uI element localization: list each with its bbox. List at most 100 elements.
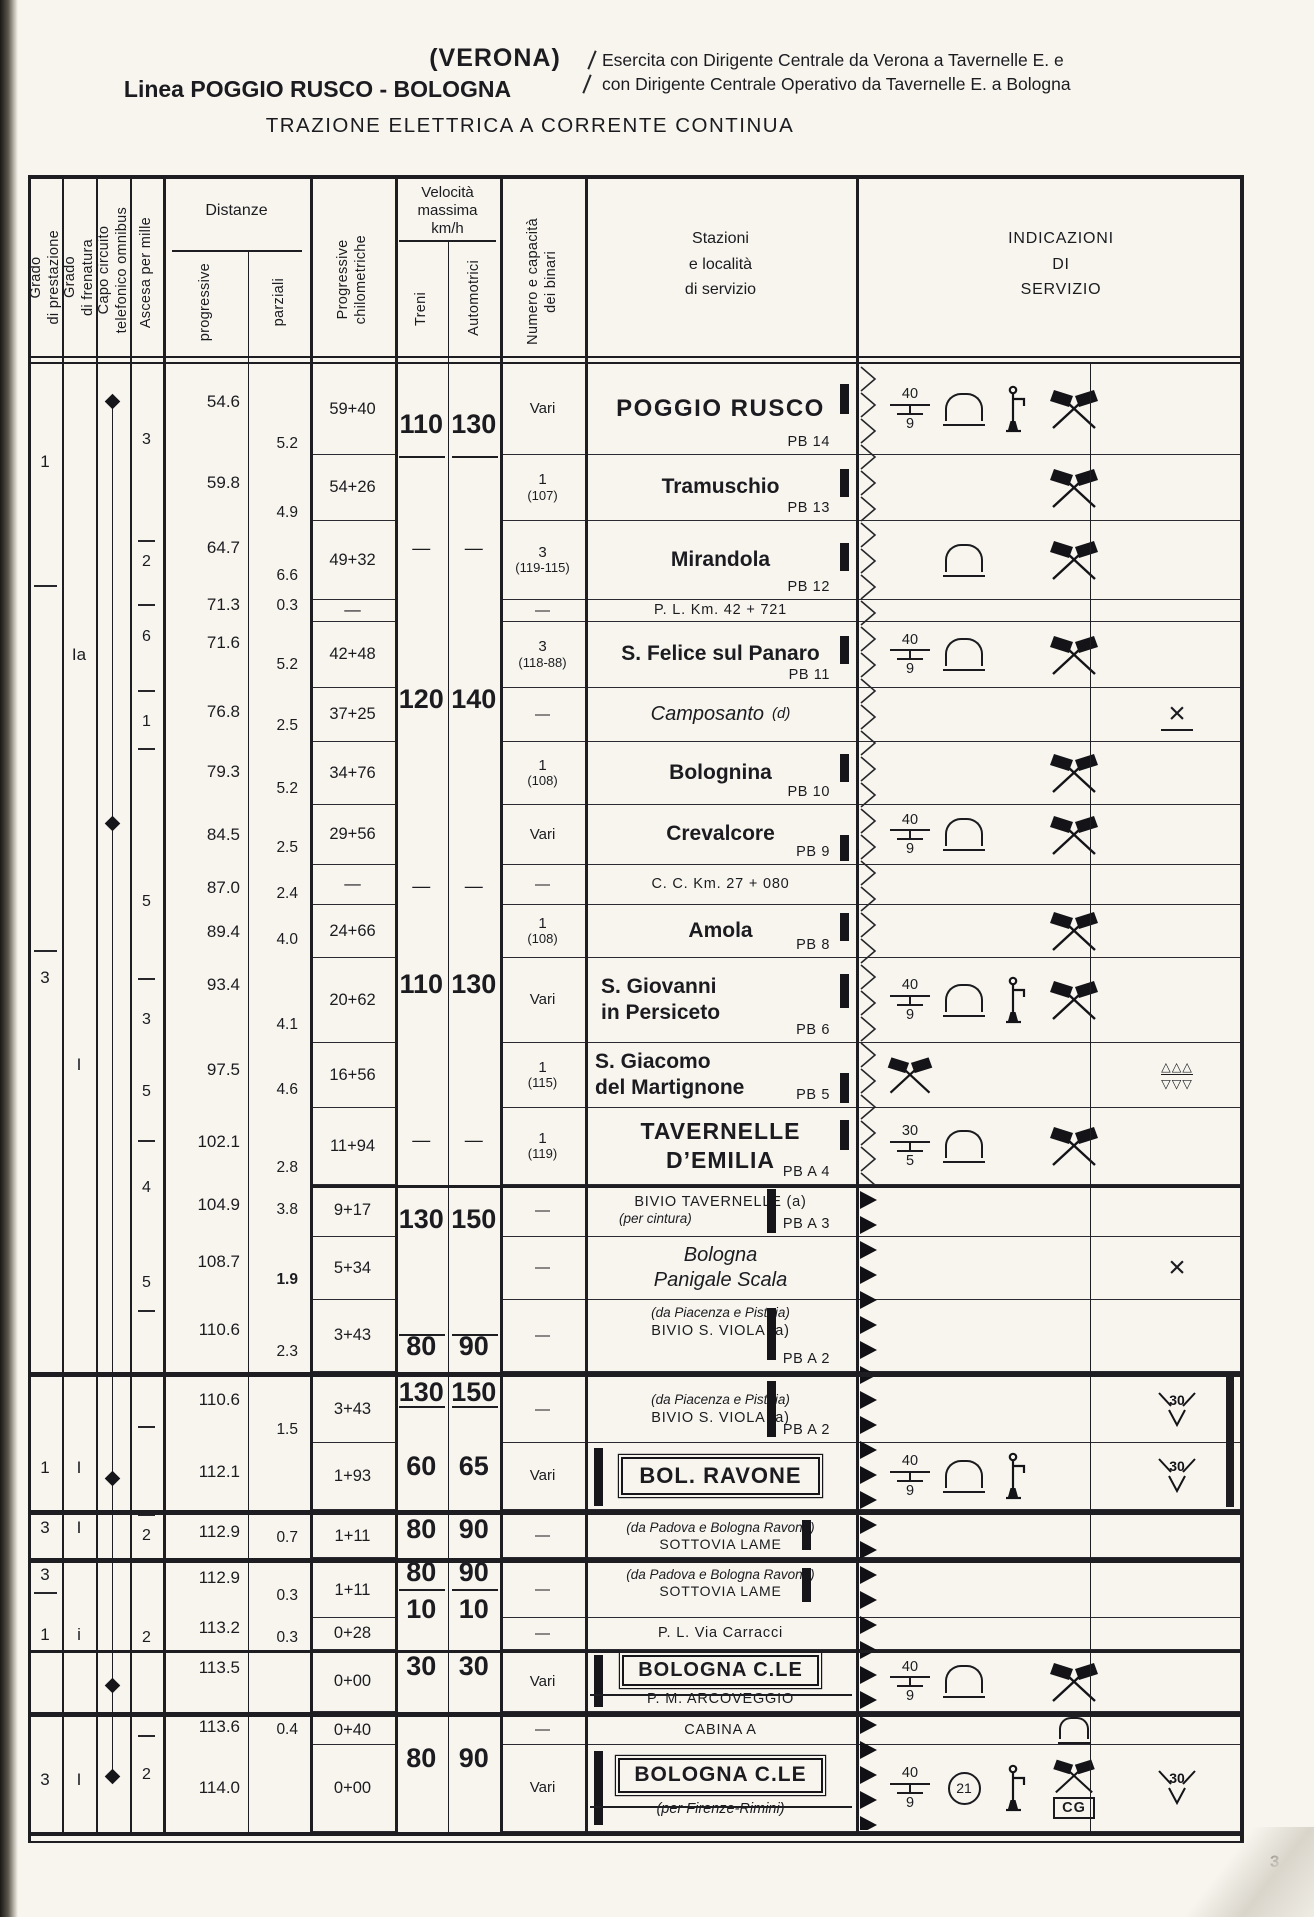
station-name: S. Felice sul Panaro [621,642,820,666]
station-note: (da Padova e Bologna Ravone) [626,1519,815,1535]
table-row: 34+76 1 (108) Bolognina PB 10 [310,742,1240,805]
shelter-icon [943,1459,985,1493]
speed-treni: 110 [399,409,444,439]
progressive-km: 112.1 [198,1462,240,1481]
line-title: Linea POGGIO RUSCO - BOLOGNA [123,76,512,102]
station-name: Bolognina [669,760,772,784]
grado-prestazione: 3 [40,1770,50,1789]
table-border-bottom [28,1841,1243,1843]
table-row: 1+11 — (da Padova e Bologna Ravone) SOTT… [310,1563,1240,1618]
track-bar [840,384,849,414]
chainage: 5+34 [333,1258,372,1277]
chainage: 24+66 [329,921,376,940]
speed-30-icon: 30 [1158,1458,1196,1494]
track-count: — [535,1400,550,1418]
header-divider [582,74,592,94]
max-speed: — — [412,538,483,558]
track-count: Vari [529,1779,556,1797]
track-bar [840,636,849,664]
column-rule [310,175,313,1832]
pb-label: PB A 4 [782,1163,830,1180]
station-name-line2: P. M. ARCOVEGGIO [646,1690,795,1707]
progressive-km: 113.6 [198,1717,240,1736]
shelter-icon [943,1665,985,1698]
partial-km: 5.2 [276,656,298,673]
partial-km: 2.3 [276,1343,298,1360]
circled-21-icon: 21 [947,1771,981,1805]
progressive-km: 114.0 [198,1778,240,1797]
progressive-km: 110.6 [198,1390,240,1409]
table-row: 3+43 — (da Piacenza e Pistoia) BIVIO S. … [310,1377,1240,1443]
table-row: 3+43 — (da Piacenza e Pistoia) BIVIO S. … [310,1300,1240,1372]
chainage: 0+00 [333,1778,372,1797]
shelter-icon [943,392,985,426]
progressive-km: 79.3 [206,762,240,781]
table-row: 24+66 1 (108) Amola PB 8 [310,905,1240,958]
track-count: — [535,1624,550,1642]
track-count: Vari [529,825,556,843]
column-rule [585,175,588,1832]
ascesa-per-mille: 6 [142,628,151,645]
line-profile-zigzag [857,366,881,1186]
station-name: Tramuschio [661,475,780,499]
pb-label: PB 8 [796,936,830,953]
ascesa-per-mille: 2 [142,1629,151,1646]
col-ascesa: Ascesa per mille [138,216,155,329]
rule [138,1735,155,1737]
track-bar [802,1568,811,1602]
section-line [28,1372,1243,1377]
shelter-icon [943,638,985,671]
column-rule [395,175,398,1832]
speed-treni: 120 [398,684,444,714]
crossed-flags-icon [1048,634,1100,675]
station-name: BIVIO S. VIOLA (a) [651,1409,790,1426]
grado-frenatura: I [76,1770,82,1789]
pb-label: PB A 2 [782,1350,830,1367]
track-bar [840,469,849,497]
speed-treni: 80 [406,1331,437,1361]
track-count: — [535,705,550,723]
track-count: Vari [529,991,556,1009]
track-count: 1 [538,914,547,932]
capo-circuito-diamond [104,1470,121,1487]
exercise-note-line1: Esercita con Dirigente Centrale da Veron… [602,50,1064,70]
rule [34,1592,57,1594]
track-count: 1 [538,1058,547,1076]
progressive-km: 59.8 [206,473,240,492]
column-rule [448,242,450,1832]
track-count: — [535,1259,550,1277]
grado-prestazione: 1 [40,1625,50,1644]
partial-km: 4.9 [276,504,298,521]
ascesa-per-mille: 5 [142,1083,151,1100]
water-crane-icon [1004,385,1026,433]
track-count: 1 [538,756,547,774]
pb-label: PB 10 [787,783,830,800]
partial-km: 4.0 [276,931,298,948]
progressive-km: 87.0 [206,878,240,897]
progressive-km: 110.6 [198,1320,240,1339]
speed-30-icon: 30 [1158,1770,1196,1806]
crossed-flags-icon [886,1056,934,1094]
rule [34,950,57,952]
shelter-icon [943,818,985,851]
speed-auto: 65 [458,1451,489,1481]
station-name: Amola [688,918,753,942]
grado-prestazione: 3 [40,1565,50,1584]
speed-auto: 140 [451,684,497,714]
column-rule [1090,364,1092,1832]
col-indicazioni: INDICAZIONI DI SERVIZIO [1008,230,1114,299]
track-bar [840,1120,849,1150]
progressive-km: 84.5 [206,825,240,844]
grado-frenatura: I [76,1518,82,1537]
col-treni: Treni [413,292,430,326]
ascesa-per-mille: 2 [142,553,151,570]
table-row: 0+28 — P. L. Via Carracci [310,1618,1240,1650]
pb-label: PB A 2 [782,1421,830,1438]
progressive-km: 113.5 [198,1658,240,1677]
progressive-km: 54.6 [206,392,240,411]
crossed-flags-icon [1048,388,1100,430]
track-count: Vari [529,400,556,418]
rule [138,540,155,542]
track-bar [594,1655,603,1707]
speed-auto: 150 [451,1204,497,1234]
